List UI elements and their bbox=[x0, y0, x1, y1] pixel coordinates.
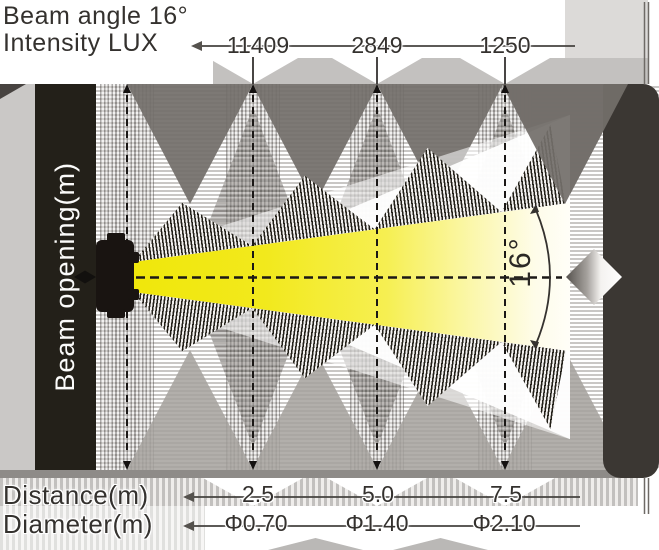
intensity-title: Intensity LUX bbox=[3, 29, 159, 57]
fixture-tab-top bbox=[107, 233, 125, 242]
left-margin-column bbox=[0, 84, 35, 470]
fixture-nub-bottom bbox=[128, 289, 139, 300]
arrow-up-icon bbox=[501, 84, 509, 93]
distance-value-1: 2.5 bbox=[242, 481, 274, 507]
distance-leader-line bbox=[183, 492, 580, 502]
distance-marker-line-5m bbox=[373, 57, 381, 470]
arrow-up-icon bbox=[123, 84, 131, 93]
registration-marks bbox=[643, 2, 650, 514]
distance-value-2: 5.0 bbox=[362, 481, 394, 507]
arrow-left-icon bbox=[191, 41, 202, 51]
arrow-down-icon bbox=[123, 461, 131, 470]
distance-value-3: 7.5 bbox=[490, 481, 522, 507]
distance-marker-line-2.5m bbox=[249, 57, 257, 470]
fixture-double-arrow-icon bbox=[74, 270, 96, 284]
diameter-leader-line bbox=[183, 521, 580, 531]
intensity-value-2: 2849 bbox=[351, 32, 403, 58]
distance-label: Distance(m) bbox=[3, 480, 149, 510]
diameter-value-1: Φ0.70 bbox=[224, 510, 288, 536]
arrow-up-icon bbox=[249, 84, 257, 93]
diameter-label: Diameter(m) bbox=[3, 509, 153, 539]
baseline-band bbox=[0, 470, 638, 478]
arc-arrow-up-icon bbox=[530, 204, 539, 214]
beam-angle-value: 16° bbox=[504, 236, 537, 288]
beam-angle-arc bbox=[530, 204, 551, 350]
fixture-tab-bottom bbox=[107, 309, 125, 318]
arc-arrow-down-icon bbox=[530, 340, 539, 350]
intensity-value-1: 11409 bbox=[226, 32, 290, 58]
intensity-value-3: 1250 bbox=[479, 32, 531, 58]
arrow-down-icon bbox=[501, 461, 509, 470]
diameter-value-2: Φ1.40 bbox=[345, 510, 409, 536]
fixture-nub-top bbox=[128, 252, 139, 263]
arrow-left-icon bbox=[183, 521, 194, 531]
arrow-down-icon bbox=[249, 461, 257, 470]
arrow-up-icon bbox=[373, 84, 381, 93]
beam-angle-title: Beam angle 16° bbox=[3, 2, 189, 30]
arrow-down-icon bbox=[373, 461, 381, 470]
intensity-leader-line bbox=[191, 41, 575, 51]
distance-marker-line-7.5m bbox=[501, 57, 509, 470]
fixture-body bbox=[96, 240, 134, 312]
bottom-band-strip-secondary bbox=[0, 506, 205, 550]
arrow-left-icon bbox=[183, 492, 194, 502]
diameter-value-3: Φ2.10 bbox=[472, 510, 536, 536]
